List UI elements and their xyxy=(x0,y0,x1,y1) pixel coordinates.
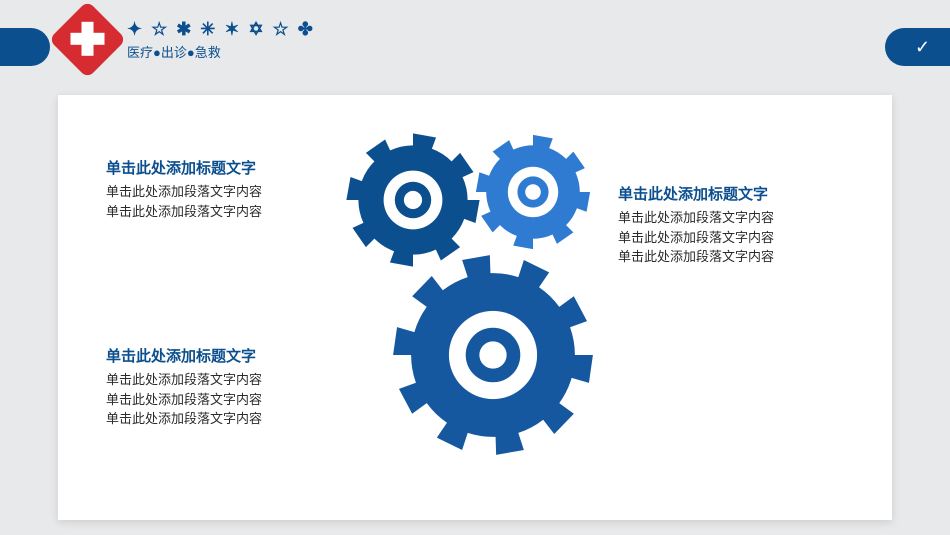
text-group-3-title: 单击此处添加标题文字 xyxy=(106,345,262,366)
header-subtitle: 医疗●出诊●急救 xyxy=(127,42,315,61)
header: ✓ ✦ ☆ ✱ ✳ ✶ ✡ ☆ ✤ 医疗●出诊●急救 xyxy=(0,0,950,80)
check-icon: ✓ xyxy=(915,37,930,58)
logo-text: ✦ ☆ ✱ ✳ ✶ ✡ ☆ ✤ 医疗●出诊●急救 xyxy=(127,19,315,61)
text-group-1-line: 单击此处添加段落文字内容 xyxy=(106,202,262,222)
left-pill-decoration xyxy=(0,28,50,66)
gears-diagram xyxy=(328,110,648,510)
text-group-1-line: 单击此处添加段落文字内容 xyxy=(106,182,262,202)
right-pill-button[interactable]: ✓ xyxy=(885,28,950,66)
text-group-3-line: 单击此处添加段落文字内容 xyxy=(106,370,262,390)
slide-body: 单击此处添加标题文字 单击此处添加段落文字内容 单击此处添加段落文字内容 单击此… xyxy=(58,95,892,520)
medical-cross-icon xyxy=(49,1,127,79)
text-group-3-line: 单击此处添加段落文字内容 xyxy=(106,409,262,429)
text-group-1-title: 单击此处添加标题文字 xyxy=(106,157,262,178)
text-group-1: 单击此处添加标题文字 单击此处添加段落文字内容 单击此处添加段落文字内容 xyxy=(106,157,262,221)
text-group-3: 单击此处添加标题文字 单击此处添加段落文字内容 单击此处添加段落文字内容 单击此… xyxy=(106,345,262,429)
text-group-3-line: 单击此处添加段落文字内容 xyxy=(106,390,262,410)
header-symbols: ✦ ☆ ✱ ✳ ✶ ✡ ☆ ✤ xyxy=(127,19,315,40)
logo-block: ✦ ☆ ✱ ✳ ✶ ✡ ☆ ✤ 医疗●出诊●急救 xyxy=(60,12,315,67)
